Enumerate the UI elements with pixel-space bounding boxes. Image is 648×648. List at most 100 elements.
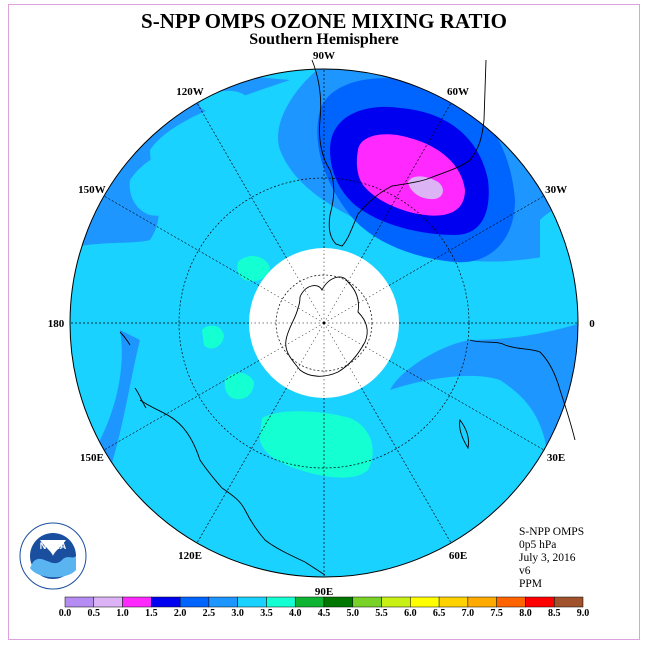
inner-meridian-line — [323, 259, 361, 324]
colorbar-swatch — [122, 596, 152, 608]
field-3p0-3p5-patch-a — [129, 149, 212, 216]
colorbar-tick-label: 0.0 — [58, 608, 72, 619]
field-3p0-3p5-patch-e — [436, 295, 452, 317]
colorbar-tick-label: 4.0 — [288, 608, 302, 619]
coast-africa — [469, 339, 576, 441]
logo-bird — [40, 540, 66, 556]
logo-text: NOAA — [40, 541, 67, 551]
coast-antarctica — [285, 276, 368, 377]
longitude-label: 60W — [447, 86, 469, 98]
colorbar-swatch — [496, 596, 526, 608]
coastlines — [119, 59, 576, 576]
field-3p5-4p0-patch-c — [202, 325, 224, 349]
meridian-line — [196, 102, 287, 259]
inner-meridian-line — [260, 322, 325, 360]
colorbar-swatch — [525, 596, 555, 608]
longitude-label: 180 — [48, 318, 65, 330]
colorbar-swatch — [64, 596, 95, 608]
colorbar-swatch — [151, 596, 181, 608]
inner-meridian-line — [287, 322, 325, 387]
info-units: PPM — [519, 578, 543, 590]
meridian-line — [103, 195, 260, 286]
inner-meridian-line — [287, 259, 325, 324]
inner-meridian-line — [260, 286, 325, 324]
colorbar-swatch — [467, 596, 497, 608]
coast-new-zealand — [119, 331, 147, 409]
colorbar-swatch — [323, 596, 354, 608]
colorbar-swatch — [438, 596, 469, 608]
longitude-label: 0 — [589, 318, 595, 330]
field-3p0-3p5-patch-b — [199, 90, 248, 112]
field-3p5-4p0-patch-d — [224, 372, 254, 400]
longitude-label: 150E — [80, 452, 104, 464]
longitude-labels: 90W 60W 30W 0 30E 60E 90E 120E 150E 180 150W 120W — [48, 50, 596, 598]
inner-meridian-line — [323, 322, 361, 387]
colorbar-swatch — [179, 596, 210, 608]
longitude-label: 120W — [176, 86, 204, 98]
colorbar-tick-label: 7.5 — [490, 608, 503, 619]
colorbar-swatch — [381, 596, 411, 608]
map-subtitle: Southern Hemisphere — [249, 31, 399, 48]
map-border — [69, 68, 579, 578]
field-3p5-4p0-patch-b — [237, 256, 270, 282]
logo-wave — [30, 556, 76, 578]
meridian-line — [361, 102, 452, 259]
inner-meridian-line — [323, 322, 388, 360]
figure-frame — [8, 4, 640, 640]
colorbar-swatch — [410, 596, 440, 608]
colorbar-swatch — [266, 596, 296, 608]
colorbar-tick-label: 1.0 — [116, 608, 129, 619]
info-instrument: S-NPP OMPS — [519, 526, 585, 538]
field-3p5-4p0-patch-a — [259, 411, 373, 478]
colorbar-swatch — [237, 596, 267, 608]
field-3p0-3p5-patch-c — [280, 189, 310, 221]
colorbar-tick-label: 1.5 — [145, 608, 158, 619]
colorbar-tick-label: 2.0 — [173, 608, 187, 619]
colorbar-tick-label: 2.5 — [202, 608, 216, 619]
meridian-line — [196, 387, 287, 544]
colorbar-tick-label: 0.5 — [87, 608, 101, 619]
colorbar-tick-label: 3.0 — [231, 608, 244, 619]
noaa-logo: NOAA — [19, 522, 87, 590]
colorbar-tick-label: 4.5 — [317, 608, 331, 619]
meridian-line — [103, 360, 260, 451]
field-2p5-3p0-east — [390, 320, 578, 480]
colorbar-swatch — [208, 596, 238, 608]
colorbar-tick-label: 6.5 — [432, 608, 446, 619]
coast-madagascar — [459, 418, 469, 450]
info-date: July 3, 2016 — [519, 552, 576, 564]
longitude-label: 30W — [545, 184, 567, 196]
colorbar-tick-label: 3.5 — [260, 608, 273, 619]
colorbar-swatch — [294, 596, 325, 608]
meridian-line — [361, 387, 452, 544]
colorbar-tick-label: 8.0 — [519, 608, 532, 619]
colorbar-swatch — [553, 596, 584, 608]
info-level: 0p5 hPa — [519, 539, 557, 551]
colorbar-swatch — [93, 596, 123, 608]
longitude-label: 90E — [315, 586, 333, 598]
colorbar-tick-label: 8.5 — [547, 608, 561, 619]
longitude-label: 90W — [313, 50, 335, 62]
coast-south-america — [311, 59, 487, 247]
coast-australia — [139, 399, 326, 576]
colorbar-tick-label: 5.0 — [346, 608, 360, 619]
meridians — [70, 69, 578, 577]
colorbar-labels: 0.0 0.5 1.0 1.5 2.0 2.5 3.0 3.5 4.0 4.5 5.0 5.5 6.0 6… — [0, 608, 648, 624]
meridian-line — [388, 360, 545, 451]
colorbar-swatch — [352, 596, 382, 608]
south-pole-marker — [322, 321, 326, 325]
colorbar-tick-label: 9.0 — [576, 608, 590, 619]
longitude-label: 150W — [78, 184, 106, 196]
info-version: v6 — [519, 565, 531, 577]
inner-meridian-line — [323, 286, 388, 324]
colorbar-tick-label: 5.5 — [375, 608, 388, 619]
colorbar — [64, 596, 584, 608]
longitude-label: 60E — [449, 550, 467, 562]
info-block: S-NPP OMPS 0p5 hPa July 3, 2016 v6 PPM — [519, 526, 584, 591]
colorbar-tick-label: 6.0 — [404, 608, 417, 619]
meridian-line — [388, 195, 545, 286]
longitude-label: 30E — [547, 452, 565, 464]
longitude-label: 120E — [178, 550, 202, 562]
colorbar-tick-label: 7.0 — [461, 608, 475, 619]
